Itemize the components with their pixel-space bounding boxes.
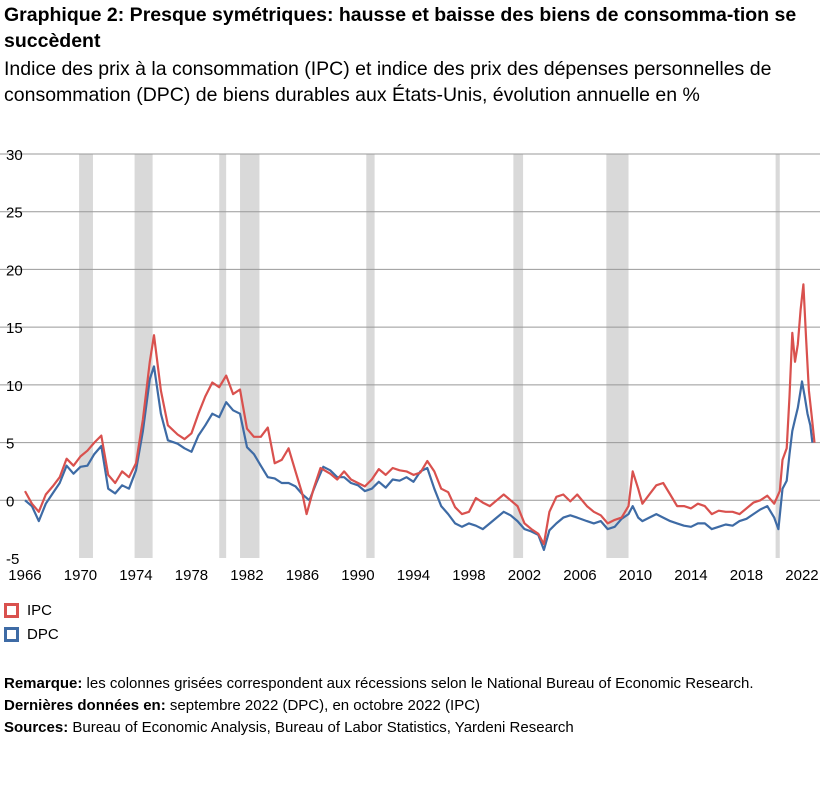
y-tick-label: 0 [6,493,14,510]
sources-key: Sources: [4,719,69,736]
legend-swatch-ipc [4,602,19,618]
chart-subtitle: Indice des prix à la consommation (IPC) … [4,58,772,106]
y-axis-ticks: 30 25 20 15 10 5 0 -5 [6,147,23,568]
x-tick-label: 2006 [563,567,596,584]
y-tick-label: 5 [6,436,14,453]
latest-data-text: septembre 2022 (DPC), en octobre 2022 (I… [165,697,481,714]
x-tick-label: 2022 [785,567,818,584]
sources-text: Bureau of Economic Analysis, Bureau of L… [68,719,574,736]
legend-item-dpc: DPC [4,622,59,646]
chart-title: Graphique 2: Presque symétriques: hausse… [4,4,797,52]
recession-band-3 [240,154,260,558]
x-tick-label: 1982 [230,567,263,584]
x-tick-label: 1994 [397,567,430,584]
y-tick-label: -5 [6,551,19,568]
recession-band-2 [219,154,227,558]
latest-data-key: Dernières données en: [4,697,166,714]
x-tick-label: 1966 [8,567,41,584]
remark-text: les colonnes grisées correspondent aux r… [82,675,754,692]
legend-swatch-dpc [4,626,19,642]
recession-bands [79,154,780,558]
recession-band-7 [775,154,780,558]
series-line-dpc [24,365,814,551]
x-tick-label: 2010 [619,567,652,584]
legend-label-ipc: IPC [27,601,53,619]
series-line-ipc [24,283,816,546]
x-tick-label: 2002 [508,567,541,584]
x-tick-label: 1990 [341,567,374,584]
recession-band-4 [366,154,375,558]
gridlines [0,153,820,501]
y-tick-label: 20 [6,262,23,279]
legend-label-dpc: DPC [27,625,59,643]
recession-band-0 [79,154,93,558]
sources-note: Sources: Bureau of Economic Analysis, Bu… [4,717,794,739]
x-axis-ticks: 1966 1970 1974 1978 1982 1986 1990 1994 1998 2002… [8,567,818,584]
y-tick-label: 25 [6,205,23,222]
recession-band-5 [513,154,524,558]
x-tick-label: 1978 [175,567,208,584]
series-lines [24,283,816,551]
remark-note: Remarque: les colonnes grisées correspon… [4,673,794,695]
legend: IPC DPC [4,598,59,646]
latest-data-note: Dernières données en: septembre 2022 (DP… [4,695,794,717]
x-tick-label: 1986 [286,567,319,584]
y-tick-label: 10 [6,378,23,395]
x-tick-label: 2014 [674,567,707,584]
x-tick-label: 2018 [730,567,763,584]
x-tick-label: 1998 [452,567,485,584]
x-tick-label: 1974 [119,567,152,584]
recession-band-6 [606,154,629,558]
y-tick-label: 30 [6,147,23,164]
legend-item-ipc: IPC [4,598,59,622]
remark-key: Remarque: [4,675,83,692]
notes: Remarque: les colonnes grisées correspon… [4,673,794,739]
x-tick-label: 1970 [64,567,97,584]
y-tick-label: 15 [6,320,23,337]
